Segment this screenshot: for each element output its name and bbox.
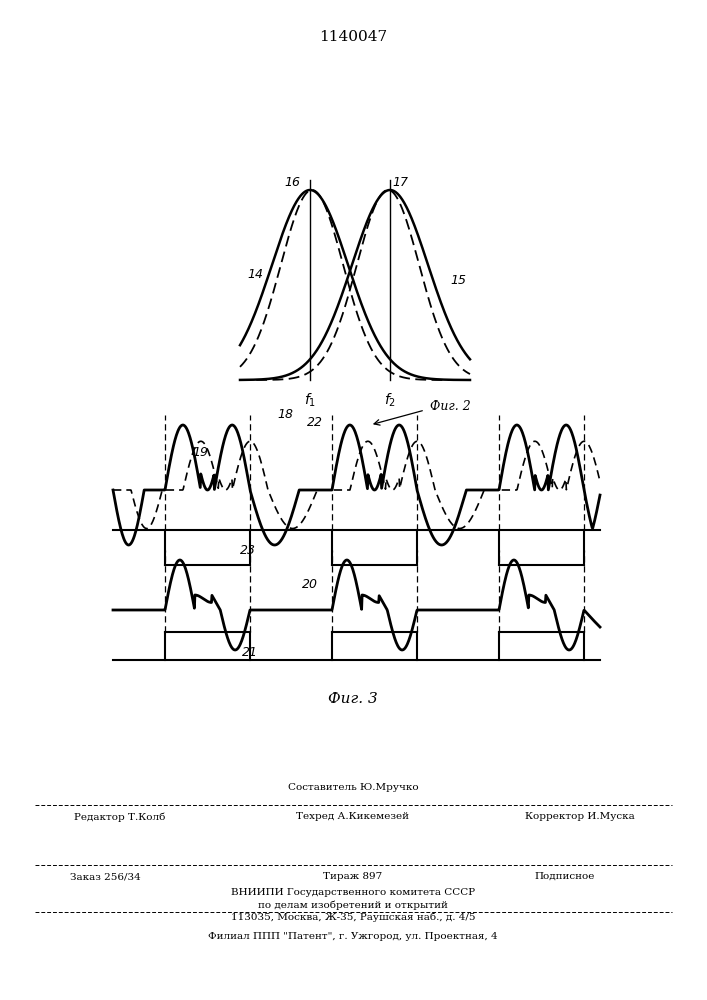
Text: $f_1$: $f_1$ [304, 392, 316, 409]
Text: 19: 19 [192, 446, 208, 458]
Text: Подписное: Подписное [534, 872, 595, 881]
Text: Составитель Ю.Мручко: Составитель Ю.Мручко [288, 783, 419, 792]
Text: Тираж 897: Тираж 897 [323, 872, 382, 881]
Text: 17: 17 [392, 176, 408, 188]
Text: 18: 18 [277, 408, 293, 422]
Text: 20: 20 [302, 578, 318, 591]
Text: 21: 21 [242, 646, 258, 658]
Text: 22: 22 [307, 416, 323, 428]
Text: Филиал ППП "Патент", г. Ужгород, ул. Проектная, 4: Филиал ППП "Патент", г. Ужгород, ул. Про… [208, 932, 498, 941]
Text: 14: 14 [247, 268, 263, 282]
Text: Корректор И.Муска: Корректор И.Муска [525, 812, 635, 821]
Text: по делам изобретений и открытий: по делам изобретений и открытий [258, 900, 448, 910]
Text: 16: 16 [284, 176, 300, 188]
Text: Заказ 256/34: Заказ 256/34 [69, 872, 141, 881]
Text: 113035, Москва, Ж-35, Раушская наб., д. 4/5: 113035, Москва, Ж-35, Раушская наб., д. … [230, 912, 475, 922]
Text: 1140047: 1140047 [319, 30, 387, 44]
Text: 23: 23 [240, 544, 256, 556]
Text: Фиг. 2: Фиг. 2 [430, 400, 471, 414]
Text: Редактор Т.Колб: Редактор Т.Колб [74, 812, 165, 822]
Text: $f_2$: $f_2$ [384, 392, 396, 409]
Text: Фиг. 3: Фиг. 3 [328, 692, 378, 706]
Text: 15: 15 [450, 273, 466, 286]
Text: ВНИИПИ Государственного комитета СССР: ВНИИПИ Государственного комитета СССР [231, 888, 475, 897]
Text: Техред А.Кикемезей: Техред А.Кикемезей [296, 812, 409, 821]
